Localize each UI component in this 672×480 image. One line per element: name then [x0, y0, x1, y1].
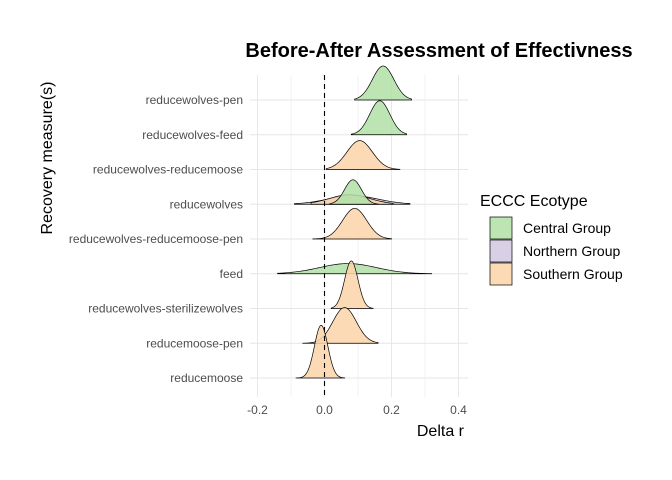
legend-label: Northern Group: [523, 243, 620, 259]
y-tick-labels: reducewolves-pen reducewolves-feed reducew…: [69, 93, 243, 385]
legend-swatch: [489, 262, 513, 286]
legend: ECCC Ecotype Central Group Northern Group…: [480, 193, 623, 286]
ridge-reducewolves-central-group: [329, 179, 379, 205]
ridge-reducemoose-pen-southern-group: [302, 307, 379, 344]
x-tick-label: -0.2: [247, 403, 268, 417]
ridge-reducewolves-feed-central-group: [350, 100, 407, 136]
legend-label: Southern Group: [523, 266, 623, 282]
y-axis-title: Recovery measure(s): [39, 82, 56, 235]
y-tick-label: reducewolves: [170, 197, 243, 211]
x-tick-labels: -0.2 0.0 0.2 0.4: [247, 403, 467, 417]
ridge-reducewolves-reducemoose-pen-southern-group: [312, 208, 392, 240]
y-tick-label: reducewolves-sterilizewolves: [88, 302, 243, 316]
legend-swatch: [489, 239, 513, 263]
x-tick-label: 0.4: [450, 403, 467, 417]
chart-title: Before-After Assessment of Effectivness: [245, 40, 632, 62]
x-tick-label: 0.2: [383, 403, 400, 417]
y-tick-label: reducewolves-feed: [142, 128, 243, 142]
ridge-reducemoose-southern-group: [295, 324, 345, 379]
legend-items: Central Group Northern Group Southern Grou…: [489, 216, 623, 286]
legend-label: Central Group: [523, 220, 611, 236]
ridge-layer: [277, 65, 433, 379]
x-tick-label: 0.0: [316, 403, 333, 417]
x-axis-title: Delta r: [417, 423, 465, 440]
y-tick-label: reducewolves-reducemoose: [93, 163, 243, 177]
y-tick-label: reducemoose: [170, 371, 243, 385]
ridge-reducewolves-reducemoose-southern-group: [325, 140, 401, 170]
y-tick-label: feed: [220, 267, 243, 281]
ridge-reducewolves-pen-central-group: [354, 65, 412, 101]
legend-swatch: [489, 216, 513, 240]
legend-title: ECCC Ecotype: [480, 193, 588, 210]
y-tick-label: reducewolves-reducemoose-pen: [69, 232, 243, 246]
y-tick-label: reducewolves-pen: [146, 93, 243, 107]
ridge-reducewolves-sterilizewolves-southern-group: [330, 260, 374, 309]
y-tick-label: reducemoose-pen: [146, 336, 243, 350]
